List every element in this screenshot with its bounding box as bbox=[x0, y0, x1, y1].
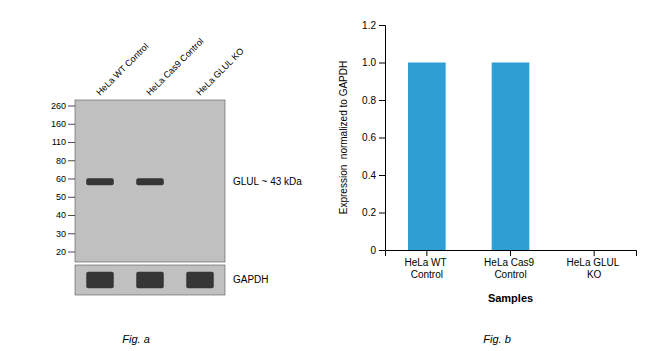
y-axis: 0 0.2 0.4 0.6 0.8 1.0 1.2 bbox=[362, 20, 385, 256]
mw-tick: 30 bbox=[56, 229, 75, 239]
label-line: Control bbox=[411, 269, 443, 280]
x-tick: HeLa Cas9 Control bbox=[484, 250, 537, 280]
panel-label: Fig. a bbox=[122, 333, 150, 345]
mw-tick-line bbox=[68, 179, 75, 180]
mw-tick: 260 bbox=[51, 101, 75, 111]
label-line: KO bbox=[587, 269, 602, 280]
y-tick: 0.4 bbox=[362, 170, 385, 181]
band bbox=[136, 178, 164, 185]
mw-label: 80 bbox=[56, 156, 66, 166]
x-tick-line bbox=[594, 250, 595, 256]
bar bbox=[575, 250, 613, 251]
x-tick-label: HeLa Cas9 Control bbox=[484, 257, 537, 280]
bar bbox=[408, 63, 446, 251]
mw-label: 110 bbox=[52, 137, 66, 147]
y-tick-line bbox=[379, 175, 385, 176]
y-tick-line bbox=[379, 213, 385, 214]
panel-label: Fig. b bbox=[483, 333, 511, 345]
band bbox=[136, 272, 164, 289]
lane-label: HeLa GLUL KO bbox=[194, 46, 245, 97]
gel bbox=[75, 100, 225, 262]
y-tick-line bbox=[379, 100, 385, 101]
x-tick-line bbox=[510, 250, 511, 256]
lane-label: HeLa WT Control bbox=[94, 41, 150, 97]
y-tick-label: 0.6 bbox=[362, 132, 376, 143]
mw-label: 40 bbox=[56, 210, 66, 220]
x-tick: HeLa WT Control bbox=[404, 250, 449, 280]
mw-tick: 80 bbox=[56, 156, 75, 166]
y-axis-title: Expression normalized to GAPDH bbox=[338, 61, 349, 214]
y-tick-label: 1.0 bbox=[362, 57, 376, 68]
mw-label: 260 bbox=[51, 101, 66, 111]
bar-panel: 00.20.40.60.81.01.2HeLa WT ControlHeLa C… bbox=[338, 20, 637, 345]
mw-tick-line bbox=[68, 233, 75, 234]
bars bbox=[408, 63, 529, 251]
y-tick-label: 0.8 bbox=[362, 95, 376, 106]
mw-label: 160 bbox=[51, 119, 66, 129]
y-tick: 0.8 bbox=[362, 95, 385, 106]
y-tick-label: 0.4 bbox=[362, 170, 376, 181]
mw-axis: 260 160 110 80 60 50 40 30 20 bbox=[51, 101, 75, 257]
x-axis: HeLa WT ControlHeLa Cas9 ControlHeLa GLU… bbox=[386, 250, 637, 280]
mw-tick-line bbox=[68, 252, 75, 253]
x-axis-title: Samples bbox=[488, 292, 533, 304]
mw-tick: 160 bbox=[51, 119, 75, 129]
y-tick-line bbox=[379, 138, 385, 139]
band bbox=[86, 272, 114, 289]
y-tick-line bbox=[379, 250, 385, 251]
axis-line bbox=[386, 251, 637, 257]
y-tick: 0.2 bbox=[362, 207, 385, 218]
label-line: HeLa GLUL bbox=[567, 257, 622, 268]
mw-label: 50 bbox=[56, 192, 66, 202]
mw-tick-line bbox=[68, 142, 75, 143]
mw-tick: 50 bbox=[56, 192, 75, 202]
label-line: HeLa Cas9 bbox=[484, 257, 537, 268]
mw-tick-line bbox=[68, 160, 75, 161]
mw-tick: 20 bbox=[56, 247, 75, 257]
y-tick-label: 0.2 bbox=[362, 207, 376, 218]
bar bbox=[492, 63, 530, 251]
y-tick-line bbox=[379, 63, 385, 64]
mw-tick: 110 bbox=[52, 137, 75, 147]
mw-label: 20 bbox=[56, 247, 66, 257]
band bbox=[186, 178, 214, 185]
mw-label: 30 bbox=[56, 229, 66, 239]
band-label: GLUL ~ 43 kDa bbox=[233, 176, 302, 187]
mw-label: 60 bbox=[56, 174, 66, 184]
label-line: Control bbox=[494, 269, 526, 280]
mw-tick-line bbox=[68, 197, 75, 198]
gel-strip bbox=[75, 265, 225, 295]
mw-tick-line bbox=[68, 106, 75, 107]
x-tick-label: HeLa WT Control bbox=[404, 257, 449, 280]
y-tick: 0.6 bbox=[362, 132, 385, 143]
y-tick-label: 1.2 bbox=[362, 20, 376, 31]
axis-line bbox=[379, 26, 386, 251]
band bbox=[186, 272, 214, 289]
mw-tick: 40 bbox=[56, 210, 75, 220]
y-tick: 1.2 bbox=[362, 20, 385, 31]
y-tick: 0 bbox=[370, 245, 385, 256]
label-line: HeLa WT bbox=[404, 257, 449, 268]
blot-panel: 260 160 110 80 60 50 40 30 20 GLUL ~ 43 kDa GAPDH H… bbox=[51, 36, 302, 345]
figure: 260 160 110 80 60 50 40 30 20 GLUL ~ 43 kDa GAPDH H… bbox=[0, 0, 650, 351]
x-tick: HeLa GLUL KO bbox=[567, 250, 622, 280]
bands bbox=[86, 178, 214, 288]
y-tick: 1.0 bbox=[362, 57, 385, 68]
mw-tick: 60 bbox=[56, 174, 75, 184]
mw-tick-line bbox=[68, 124, 75, 125]
y-tick-line bbox=[379, 25, 385, 26]
band-label: GAPDH bbox=[233, 274, 269, 285]
x-tick-line bbox=[426, 250, 427, 256]
mw-tick-line bbox=[68, 215, 75, 216]
band bbox=[86, 178, 114, 185]
x-tick-label: HeLa GLUL KO bbox=[567, 257, 622, 280]
y-tick-label: 0 bbox=[370, 245, 376, 256]
